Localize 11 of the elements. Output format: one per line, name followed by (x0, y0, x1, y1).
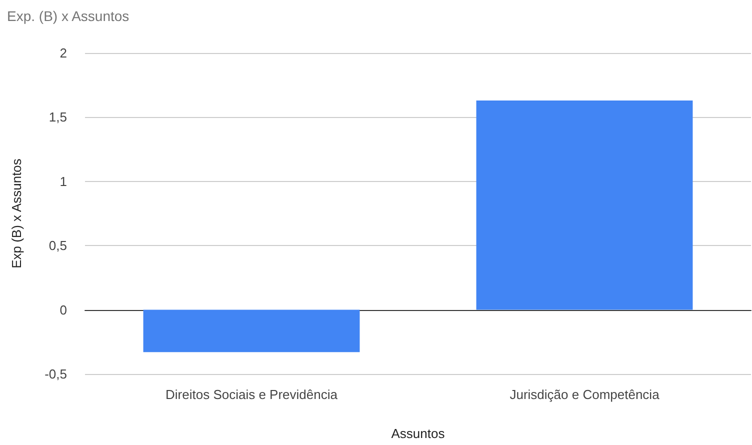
y-tick-label: 0 (60, 302, 67, 318)
y-tick-label: -0,5 (44, 366, 67, 382)
y-tick-label: 1,5 (48, 110, 67, 125)
x-axis-title: Assuntos (391, 426, 446, 441)
x-tick-label: Jurisdição e Competência (510, 387, 660, 402)
y-tick-label: 1 (60, 174, 67, 189)
y-tick-label: 0,5 (48, 238, 67, 254)
chart-title: Exp. (B) x Assuntos (7, 8, 130, 24)
y-tick-label: 2 (60, 46, 67, 60)
x-tick-label: Direitos Sociais e Previdência (166, 387, 338, 402)
y-axis-title: Exp (B) x Assuntos (9, 158, 24, 268)
